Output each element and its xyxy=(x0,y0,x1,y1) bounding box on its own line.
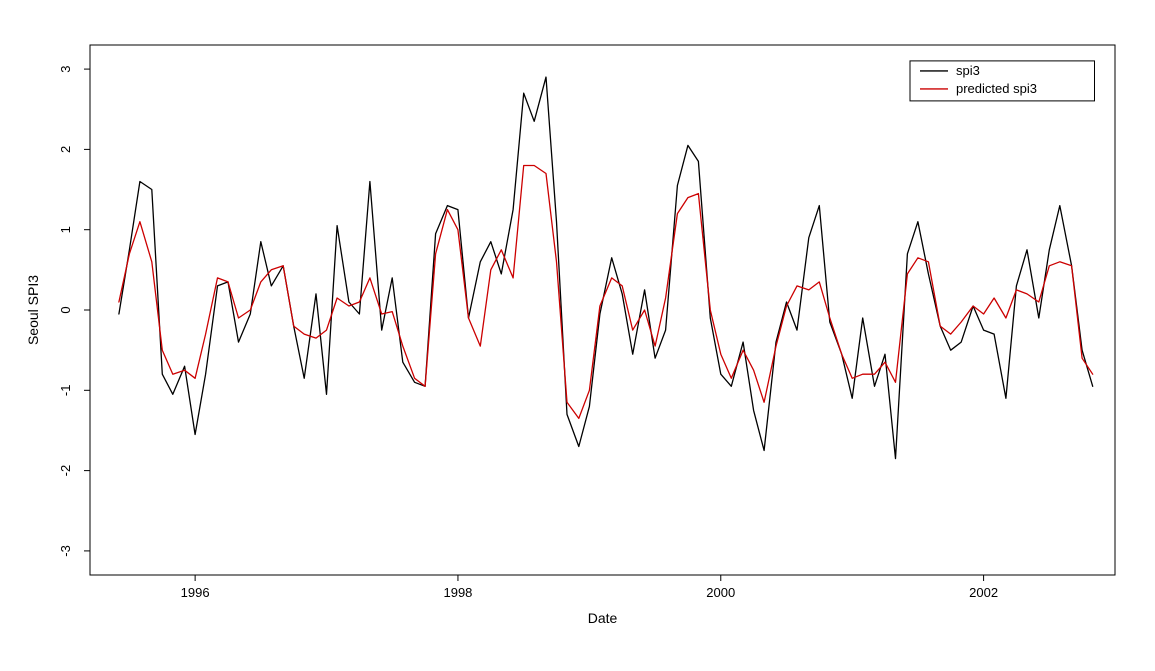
x-axis-label: Date xyxy=(588,610,618,626)
y-tick-label: 3 xyxy=(58,65,73,72)
y-axis-label: Seoul SPI3 xyxy=(25,275,41,345)
x-tick-label: 1996 xyxy=(181,585,210,600)
chart-container: 1996 1998 2000 2002 -3 -2 -1 0 1 2 3 Date Seoul SPI3… xyxy=(0,0,1155,671)
x-tick-label: 2002 xyxy=(969,585,998,600)
y-tick-label: 2 xyxy=(58,146,73,153)
y-tick-label: 1 xyxy=(58,226,73,233)
legend-label: predicted spi3 xyxy=(956,81,1037,96)
y-tick-label: -3 xyxy=(58,545,73,557)
y-tick-label: -1 xyxy=(58,385,73,397)
y-tick-label: -2 xyxy=(58,465,73,477)
line-chart: 1996 1998 2000 2002 -3 -2 -1 0 1 2 3 Date Seoul SPI3… xyxy=(0,0,1155,671)
legend-label: spi3 xyxy=(956,63,980,78)
y-tick-label: 0 xyxy=(58,306,73,313)
x-tick-label: 1998 xyxy=(443,585,472,600)
x-tick-label: 2000 xyxy=(706,585,735,600)
